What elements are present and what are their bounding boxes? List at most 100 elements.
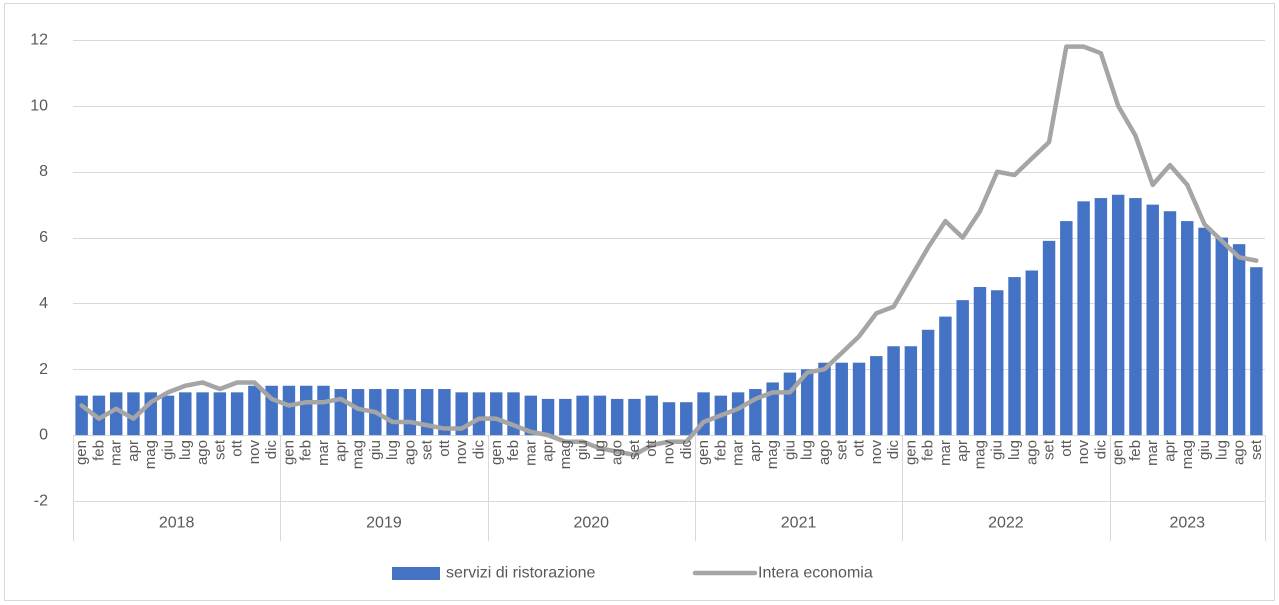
- bar-giu-2023: [1198, 227, 1211, 436]
- bar-feb-2022: [921, 329, 935, 436]
- bar-dic-2022: [1094, 198, 1108, 436]
- y-tick-label-10: 10: [30, 97, 48, 114]
- month-label-mar-2021: mar: [730, 440, 747, 466]
- month-label-nov-2018: nov: [246, 440, 263, 465]
- month-label-apr-2023: apr: [1161, 440, 1178, 462]
- month-label-feb-2022: feb: [920, 440, 937, 461]
- bar-mag-2020: [559, 398, 572, 436]
- y-tick-label-12: 12: [30, 32, 48, 49]
- bar-gen-2019: [282, 385, 296, 436]
- bar-apr-2022: [956, 300, 969, 436]
- bar-nov-2018: [248, 385, 261, 436]
- month-label-ott-2019: ott: [436, 439, 453, 457]
- y-tick-label-2: 2: [39, 361, 48, 378]
- month-label-gen-2023: gen: [1110, 440, 1127, 465]
- gridlines: [73, 40, 1266, 541]
- month-label-lug-2021: lug: [799, 440, 816, 460]
- month-label-set-2019: set: [419, 439, 436, 460]
- month-label-gen-2018: gen: [73, 440, 90, 465]
- month-label-gen-2021: gen: [695, 440, 712, 465]
- legend-swatch-servizi-di-ristorazione: [392, 567, 440, 580]
- bar-lug-2020: [593, 395, 607, 436]
- bar-ago-2019: [403, 389, 417, 436]
- month-label-giu-2018: giu: [160, 440, 177, 460]
- line-series-intera-economia: [79, 44, 1259, 458]
- bar-ott-2021: [852, 362, 866, 436]
- month-label-mag-2021: mag: [764, 440, 781, 469]
- bar-ott-2018: [230, 392, 244, 436]
- bar-lug-2023: [1215, 237, 1229, 436]
- bar-dic-2019: [472, 392, 486, 436]
- bar-gen-2018: [75, 395, 88, 436]
- year-label-2023: 2023: [1169, 515, 1205, 532]
- month-label-nov-2022: nov: [1075, 440, 1092, 465]
- y-tick-label-8: 8: [39, 163, 48, 180]
- month-label-apr-2021: apr: [747, 440, 764, 462]
- month-label-lug-2020: lug: [591, 440, 608, 460]
- month-label-mar-2019: mar: [315, 440, 332, 466]
- month-label-lug-2023: lug: [1213, 440, 1230, 460]
- month-label-gen-2020: gen: [488, 440, 505, 465]
- bar-series-servizi-di-ristorazione: [75, 194, 1263, 436]
- month-label-nov-2020: nov: [661, 440, 678, 465]
- month-label-ago-2023: ago: [1231, 440, 1248, 465]
- bar-feb-2018: [92, 395, 106, 436]
- month-label-set-2023: set: [1248, 439, 1265, 460]
- y-tick-label-minus-2: -2: [34, 493, 48, 510]
- legend-label-intera-economia: Intera economia: [758, 565, 873, 582]
- bar-set-2022: [1042, 240, 1056, 436]
- bar-ago-2021: [818, 362, 831, 436]
- month-label-feb-2020: feb: [505, 440, 522, 461]
- month-label-ago-2022: ago: [1023, 440, 1040, 465]
- month-label-ago-2019: ago: [401, 440, 418, 465]
- month-label-dic-2019: dic: [470, 440, 487, 460]
- bar-ott-2020: [645, 395, 658, 436]
- bar-nov-2022: [1077, 201, 1090, 436]
- bar-ago-2018: [196, 392, 209, 436]
- month-label-mag-2022: mag: [971, 440, 988, 469]
- bar-set-2023: [1250, 267, 1263, 436]
- bar-gen-2020: [490, 392, 503, 436]
- bar-gen-2022: [904, 346, 918, 436]
- month-label-lug-2019: lug: [384, 440, 401, 460]
- month-label-giu-2021: giu: [781, 440, 798, 460]
- month-label-set-2021: set: [833, 439, 850, 460]
- month-label-gen-2019: gen: [280, 440, 297, 465]
- bar-mag-2023: [1181, 221, 1194, 436]
- month-label-ago-2018: ago: [194, 440, 211, 465]
- y-tick-label-6: 6: [39, 229, 48, 246]
- month-label-feb-2018: feb: [90, 440, 107, 461]
- bar-nov-2021: [870, 356, 883, 436]
- month-label-ott-2022: ott: [1058, 439, 1075, 457]
- bar-apr-2023: [1163, 211, 1177, 436]
- month-label-lug-2022: lug: [1006, 440, 1023, 460]
- month-label-dic-2018: dic: [263, 440, 280, 460]
- y-tick-label-4: 4: [39, 295, 48, 312]
- bar-mag-2019: [351, 389, 365, 436]
- month-label-ago-2020: ago: [609, 440, 626, 465]
- year-label-2022: 2022: [988, 515, 1024, 532]
- bar-lug-2021: [800, 369, 814, 436]
- bar-gen-2023: [1111, 194, 1125, 436]
- month-label-dic-2021: dic: [885, 440, 902, 460]
- month-label-mag-2018: mag: [142, 440, 159, 469]
- month-label-giu-2023: giu: [1196, 440, 1213, 460]
- month-label-mag-2019: mag: [350, 440, 367, 469]
- month-label-set-2018: set: [211, 439, 228, 460]
- month-label-lug-2018: lug: [177, 440, 194, 460]
- bar-ott-2019: [438, 389, 451, 436]
- bar-mar-2023: [1146, 204, 1159, 436]
- month-label-feb-2019: feb: [298, 440, 315, 461]
- month-label-dic-2022: dic: [1092, 440, 1109, 460]
- bar-set-2020: [628, 398, 641, 436]
- month-label-dic-2020: dic: [678, 440, 695, 460]
- bar-set-2018: [213, 392, 227, 436]
- month-label-ott-2021: ott: [851, 439, 868, 457]
- month-label-ago-2021: ago: [816, 440, 833, 465]
- bar-dic-2021: [887, 346, 900, 436]
- legend-label-servizi-di-ristorazione: servizi di ristorazione: [446, 565, 595, 582]
- month-label-gen-2022: gen: [902, 440, 919, 465]
- month-label-set-2022: set: [1041, 439, 1058, 460]
- bar-apr-2020: [541, 398, 555, 436]
- month-label-set-2020: set: [626, 439, 643, 460]
